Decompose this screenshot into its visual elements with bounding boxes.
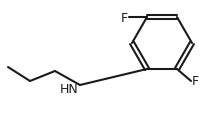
Text: F: F bbox=[121, 11, 128, 24]
Text: F: F bbox=[192, 75, 199, 88]
Text: HN: HN bbox=[59, 83, 78, 96]
